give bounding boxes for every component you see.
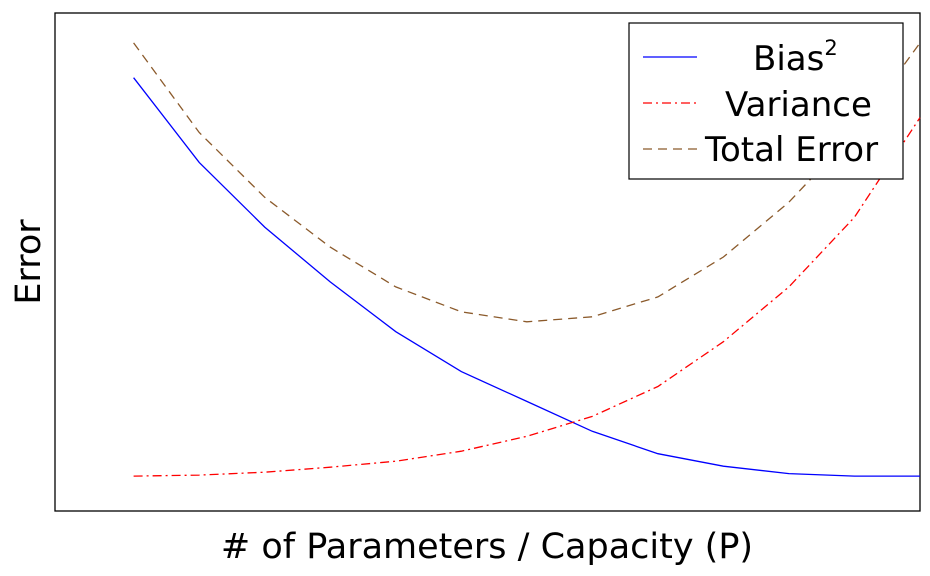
legend-label-total-error: Total Error bbox=[704, 130, 878, 170]
y-axis-label: Error bbox=[9, 219, 49, 305]
series-line-total-error bbox=[133, 42, 921, 323]
plot-frame bbox=[54, 12, 921, 512]
x-axis-label: # of Parameters / Capacity (P) bbox=[221, 527, 753, 567]
series-layer bbox=[133, 42, 921, 477]
legend-label-bias-name: Bias bbox=[753, 39, 824, 79]
legend: Bias2 Variance Total Error bbox=[628, 22, 904, 180]
legend-label-variance: Variance bbox=[725, 85, 872, 125]
legend-box bbox=[628, 22, 904, 180]
legend-label-bias: Bias2 bbox=[753, 36, 838, 79]
legend-label-bias-superscript: 2 bbox=[824, 36, 837, 60]
series-line-bias bbox=[133, 77, 920, 477]
